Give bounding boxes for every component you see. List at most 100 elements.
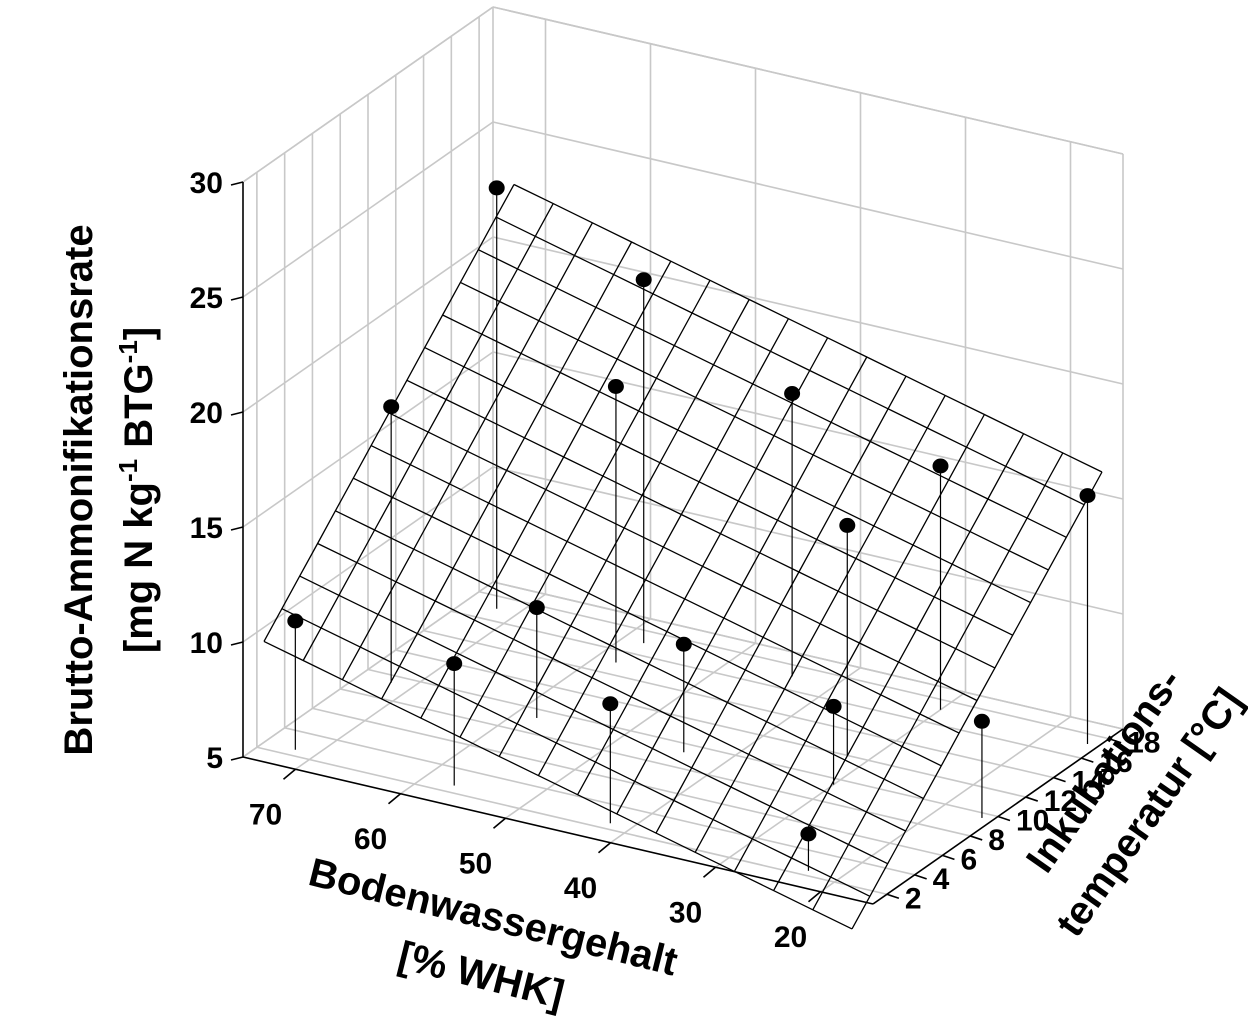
surface-mesh-line xyxy=(513,183,1103,473)
surface-mesh-line xyxy=(442,314,1031,604)
x-tick-label: 40 xyxy=(564,872,597,905)
y-tick-label: 10 xyxy=(1016,805,1049,838)
frame-edge xyxy=(492,6,1124,155)
z-tick-label: 20 xyxy=(190,397,223,430)
surface-mesh-line xyxy=(851,471,1103,930)
x-tick-mark xyxy=(282,768,297,780)
y-tick-label: 2 xyxy=(905,882,922,915)
left-wall-gridline xyxy=(242,121,494,298)
back-wall-gridline xyxy=(492,351,1124,500)
y-tick-mark xyxy=(1025,796,1039,802)
x-tick-mark xyxy=(492,817,507,829)
data-point xyxy=(932,458,949,474)
y-tick-label: 14 xyxy=(1072,766,1106,799)
data-point xyxy=(602,696,619,712)
surface-mesh-line xyxy=(406,379,996,669)
surface-mesh-line xyxy=(773,433,1025,891)
data-point xyxy=(800,826,817,842)
y-tick-mark xyxy=(942,854,955,861)
surface-mesh-line xyxy=(302,203,554,661)
surface-mesh-line xyxy=(495,216,1085,506)
surface-mesh-line xyxy=(577,337,829,796)
x-tick-label: 30 xyxy=(669,896,702,929)
z-tick-mark xyxy=(230,756,244,761)
z-tick-mark xyxy=(230,641,244,646)
surface-mesh-line xyxy=(460,281,1049,571)
x-tick-label: 20 xyxy=(774,921,807,954)
x-tick-mark xyxy=(702,866,717,878)
surface-mesh-line xyxy=(478,249,1067,538)
data-point xyxy=(528,600,545,616)
x-tick-label: 50 xyxy=(459,847,492,880)
data-point xyxy=(825,698,842,714)
x-tick-mark xyxy=(597,842,612,854)
surface-mesh-line xyxy=(381,241,633,700)
y-tick-label: 12 xyxy=(1044,785,1077,818)
data-point xyxy=(1079,488,1096,504)
surface-mesh-line xyxy=(537,318,789,776)
y-tick-label: 6 xyxy=(960,843,977,876)
y-tick-mark xyxy=(997,815,1011,822)
z-tick-label: 15 xyxy=(190,512,223,545)
surface-mesh-line xyxy=(263,640,853,930)
left-wall-gridline xyxy=(242,351,494,528)
x-tick-label: 60 xyxy=(354,823,387,856)
surface-mesh-line xyxy=(335,510,924,799)
floor-gridline xyxy=(284,727,915,876)
surface-mesh-line xyxy=(388,412,978,702)
y-tick-mark xyxy=(886,893,900,900)
floor-gridline xyxy=(256,746,888,896)
surface-mesh-line xyxy=(281,608,871,897)
floor-gridline xyxy=(478,590,1110,740)
data-point xyxy=(839,517,856,533)
z-axis-title-line2: [mg N kg-1 BTG-1] xyxy=(113,327,161,653)
x-tick-mark xyxy=(387,793,402,805)
surface-mesh-line xyxy=(655,375,907,834)
floor-gridline xyxy=(451,610,1082,759)
z-tick-mark xyxy=(230,181,244,186)
surface-mesh-line xyxy=(498,299,750,757)
data-point xyxy=(675,636,692,652)
x-tick-label: 70 xyxy=(249,798,282,831)
z-tick-label: 10 xyxy=(190,627,223,660)
surface-mesh-line xyxy=(812,452,1064,911)
data-point xyxy=(784,386,801,401)
x-axis-line xyxy=(242,756,874,905)
point-layer xyxy=(287,180,1096,842)
y-tick-label: 4 xyxy=(933,863,950,896)
data-point xyxy=(973,713,990,729)
frame-edge xyxy=(492,581,1124,730)
y-tick-mark xyxy=(1081,757,1094,763)
surface-mesh-line xyxy=(616,356,868,815)
frame-edge xyxy=(242,6,494,183)
data-point xyxy=(607,379,624,394)
grid-layer xyxy=(242,6,1124,905)
back-wall-gridline xyxy=(492,466,1124,615)
floor-gridline xyxy=(312,707,943,857)
back-wall-gridline xyxy=(492,121,1124,270)
x-tick-mark xyxy=(807,891,822,903)
y-tick-label: 18 xyxy=(1127,727,1160,760)
data-point xyxy=(287,613,304,629)
floor-gridline xyxy=(367,668,999,818)
z-axis-title-line1: Brutto-Ammonifikationsrate xyxy=(57,224,101,755)
y-tick-label: 16 xyxy=(1099,746,1132,779)
z-tick-label: 25 xyxy=(190,282,223,315)
left-wall-gridline xyxy=(242,466,494,643)
y-tick-label: 8 xyxy=(988,824,1005,857)
surface-mesh-line xyxy=(459,279,711,738)
z-tick-label: 5 xyxy=(206,742,223,775)
z-tick-mark xyxy=(230,411,244,416)
left-wall-gridline xyxy=(242,236,494,413)
surface-mesh xyxy=(263,183,1103,930)
surface-mesh-line xyxy=(299,575,888,865)
data-point xyxy=(488,180,505,196)
data-point xyxy=(446,656,463,672)
y-tick-mark xyxy=(914,874,927,880)
back-wall-gridline xyxy=(492,236,1124,385)
surface-mesh-line xyxy=(353,477,942,767)
y-tick-mark xyxy=(969,835,983,841)
